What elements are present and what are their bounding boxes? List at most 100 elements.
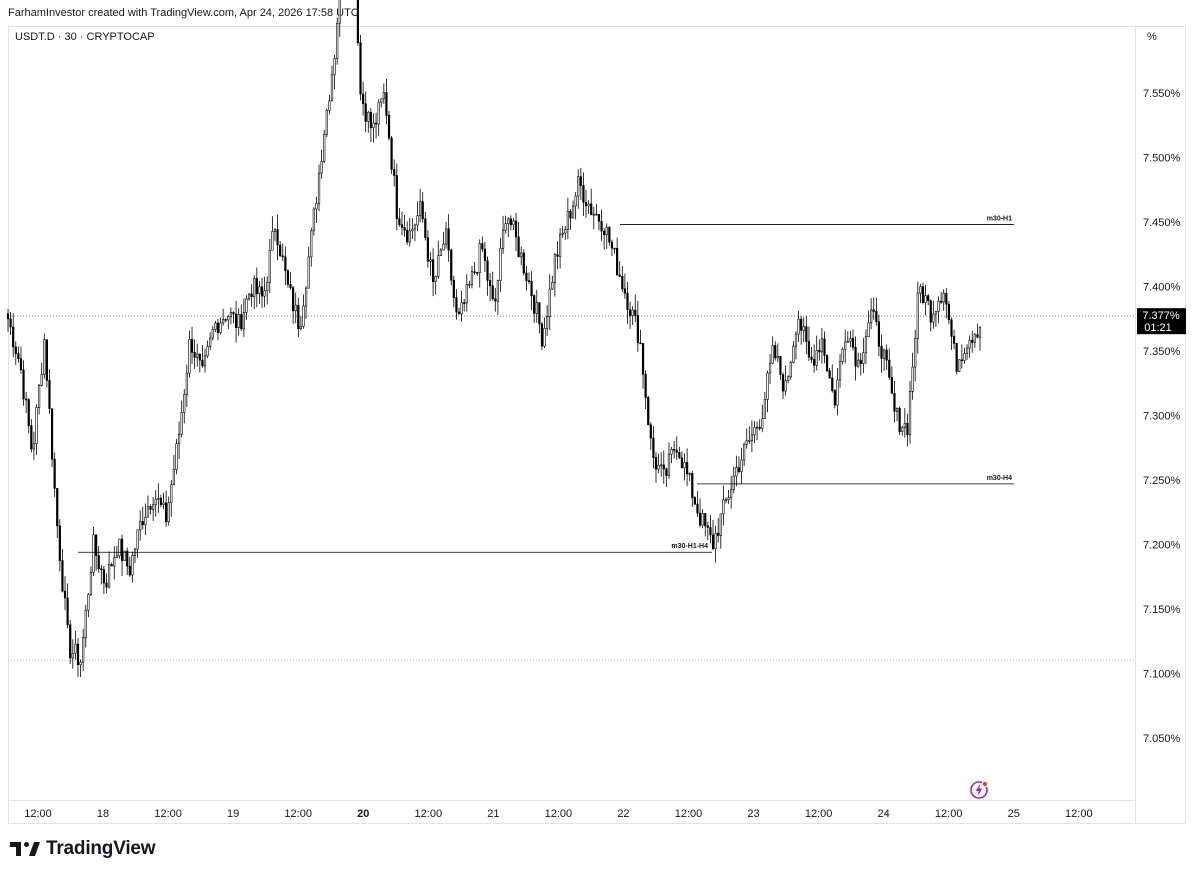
candle-up bbox=[919, 286, 922, 294]
candle-down bbox=[494, 298, 497, 302]
candle-down bbox=[737, 467, 741, 473]
candle-down bbox=[25, 398, 28, 401]
y-tick-label: 7.400% bbox=[1143, 282, 1181, 294]
candle-up bbox=[84, 609, 87, 639]
candle-down bbox=[584, 201, 588, 207]
candle-up bbox=[310, 230, 313, 258]
candle-down bbox=[675, 449, 678, 453]
candle-down bbox=[644, 373, 647, 398]
candle-up bbox=[978, 326, 982, 338]
candle-down bbox=[364, 103, 367, 122]
axis-unit-label[interactable]: % bbox=[1147, 31, 1157, 43]
candle-down bbox=[27, 399, 30, 426]
candle-down bbox=[711, 534, 715, 549]
candle-up bbox=[183, 394, 186, 413]
candle-up bbox=[963, 353, 966, 361]
candle-up bbox=[478, 243, 481, 273]
candle-up bbox=[172, 469, 175, 486]
candle-up bbox=[535, 302, 538, 314]
candle-up bbox=[543, 327, 546, 347]
candle-down bbox=[30, 425, 33, 450]
candle-up bbox=[551, 282, 554, 290]
candle-up bbox=[895, 407, 899, 412]
candle-up bbox=[372, 122, 375, 128]
candle-up bbox=[214, 322, 217, 330]
candle-down bbox=[556, 254, 559, 257]
candle-down bbox=[851, 338, 855, 348]
candle-down bbox=[698, 512, 702, 526]
candle-down bbox=[279, 244, 282, 257]
candle-down bbox=[597, 214, 601, 222]
lightning-icon[interactable] bbox=[969, 780, 989, 800]
candle-up bbox=[429, 259, 432, 262]
candle-up bbox=[548, 288, 551, 317]
candle-up bbox=[882, 349, 886, 359]
candle-up bbox=[185, 372, 188, 395]
candle-up bbox=[413, 224, 417, 230]
candle-down bbox=[95, 534, 98, 556]
candle-up bbox=[35, 407, 38, 445]
symbol-label[interactable]: USDT.D · 30 · CRYPTOCAP bbox=[15, 31, 155, 43]
candle-down bbox=[102, 569, 106, 584]
candle-up bbox=[323, 134, 326, 162]
candle-up bbox=[307, 256, 310, 289]
candle-down bbox=[859, 359, 862, 364]
candle-down bbox=[880, 346, 883, 359]
candle-up bbox=[968, 339, 971, 349]
candle-down bbox=[960, 359, 963, 362]
candle-down bbox=[56, 488, 59, 527]
candle-down bbox=[431, 259, 435, 283]
candle-down bbox=[452, 279, 455, 298]
candle-up bbox=[416, 215, 419, 226]
y-tick-label: 7.500% bbox=[1143, 153, 1181, 165]
candle-up bbox=[571, 205, 575, 219]
candle-down bbox=[286, 270, 290, 285]
candle-down bbox=[463, 302, 466, 304]
price-axis[interactable] bbox=[1135, 26, 1186, 824]
candle-down bbox=[810, 356, 813, 360]
candle-down bbox=[447, 228, 450, 251]
candle-down bbox=[833, 390, 836, 406]
candle-up bbox=[227, 316, 230, 321]
y-tick-label: 7.200% bbox=[1143, 540, 1181, 552]
candle-up bbox=[229, 312, 233, 317]
candle-down bbox=[779, 356, 782, 375]
candle-up bbox=[916, 292, 919, 339]
candle-down bbox=[706, 525, 709, 528]
candle-down bbox=[540, 323, 544, 347]
candle-up bbox=[460, 302, 463, 315]
candle-up bbox=[660, 464, 663, 467]
candle-up bbox=[219, 322, 222, 333]
candle-down bbox=[525, 272, 528, 281]
candle-down bbox=[193, 352, 196, 358]
candle-up bbox=[605, 226, 608, 236]
candle-up bbox=[167, 502, 170, 523]
candle-up bbox=[367, 112, 370, 122]
candle-down bbox=[97, 555, 100, 570]
candle-up bbox=[268, 249, 271, 283]
candle-down bbox=[818, 350, 821, 353]
candle-up bbox=[722, 499, 725, 515]
candle-down bbox=[831, 377, 834, 391]
candle-down bbox=[950, 319, 953, 337]
candle-down bbox=[69, 624, 72, 659]
chart-frame[interactable] bbox=[8, 26, 1186, 824]
candle-down bbox=[457, 311, 461, 315]
candle-up bbox=[92, 534, 95, 573]
candle-up bbox=[107, 564, 111, 588]
candle-up bbox=[838, 361, 842, 381]
candle-up bbox=[266, 282, 269, 292]
tradingview-logo[interactable]: TradingView bbox=[10, 838, 156, 860]
candle-up bbox=[958, 359, 961, 372]
candle-up bbox=[577, 176, 580, 197]
candle-up bbox=[499, 248, 502, 281]
candle-down bbox=[654, 457, 658, 470]
candle-up bbox=[932, 313, 935, 323]
candle-up bbox=[942, 292, 945, 303]
candle-up bbox=[745, 440, 748, 445]
x-tick-label: 20 bbox=[357, 808, 369, 820]
candle-up bbox=[820, 338, 823, 353]
time-axis[interactable] bbox=[8, 800, 1135, 824]
candle-down bbox=[649, 424, 652, 439]
